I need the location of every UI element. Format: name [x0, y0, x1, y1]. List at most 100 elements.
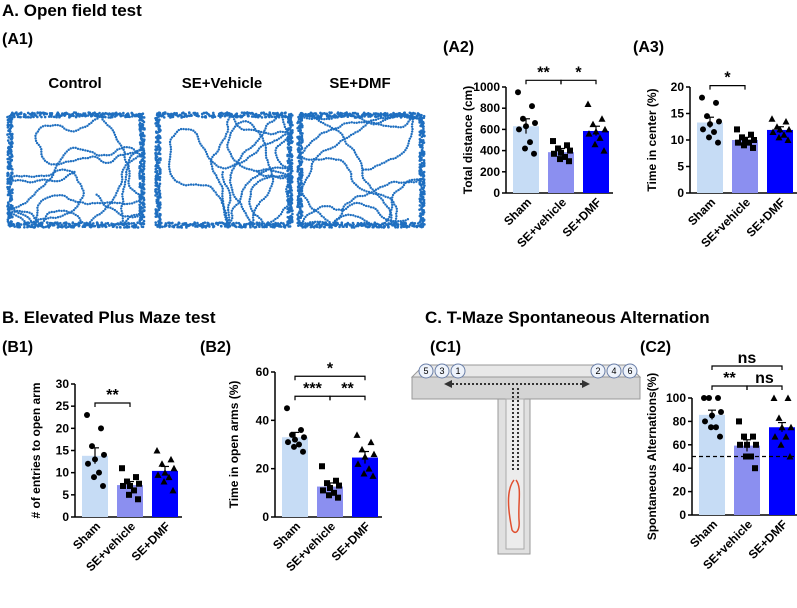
track-dot [15, 214, 18, 217]
track-dot [352, 226, 356, 229]
track-dot [421, 182, 424, 186]
track-dot [421, 204, 424, 207]
data-point [718, 409, 724, 416]
track-dot [128, 184, 131, 188]
data-point [285, 439, 291, 446]
track-dot [155, 162, 159, 165]
track-dot [98, 115, 101, 119]
track-dot [10, 125, 14, 128]
track-dot [287, 210, 291, 214]
track-dot [366, 193, 369, 196]
track-dot [320, 158, 323, 161]
track-dot [128, 172, 131, 175]
track-dot [300, 190, 303, 193]
track-dot [77, 128, 80, 131]
data-point [531, 150, 537, 157]
track-dot [290, 141, 293, 145]
track-dot [349, 145, 352, 148]
track-dot [167, 163, 171, 166]
track-dot [11, 141, 14, 145]
track-dot [81, 196, 84, 200]
track-dot [46, 124, 50, 128]
track-dot [396, 155, 399, 158]
track-dot [132, 152, 135, 156]
track-dot [122, 187, 125, 191]
track-dot [24, 214, 27, 217]
track-dot [90, 218, 93, 222]
track-dot [349, 170, 352, 173]
data-point [522, 145, 528, 152]
track-dot [290, 192, 293, 195]
track-dot [207, 184, 210, 188]
track-dot [237, 158, 241, 162]
track-dot [228, 216, 231, 219]
track-dot [328, 220, 331, 224]
track-dot [32, 115, 35, 119]
track-dot [72, 225, 75, 229]
track-dot [300, 119, 304, 122]
track-dot [230, 212, 233, 215]
track-dot [184, 128, 188, 131]
x-tick-label: Sham [687, 517, 720, 550]
track-dot [314, 112, 318, 115]
track-dot [59, 215, 62, 218]
track-dot [226, 166, 230, 169]
track-dot [47, 174, 51, 177]
data-point [717, 433, 723, 440]
track-dot [301, 151, 305, 154]
track-dot [423, 184, 426, 187]
track-dot [372, 123, 375, 126]
track-dot [158, 189, 161, 192]
track-dot [115, 191, 118, 195]
track-dot [380, 112, 383, 116]
data-point [742, 137, 748, 143]
track-dot [128, 174, 131, 178]
track-dot [142, 187, 146, 191]
track-dot [182, 183, 185, 187]
track-dot [422, 116, 426, 120]
arm-circle [434, 363, 450, 379]
track-dot [396, 113, 399, 117]
track-dot [231, 207, 235, 210]
track-dot [223, 211, 226, 214]
track-dot [251, 112, 255, 116]
track-dot [169, 148, 173, 151]
track-dot [156, 223, 160, 227]
track-dot [19, 212, 23, 215]
track-dot [125, 170, 128, 174]
track-dot [36, 209, 39, 212]
track-dot [118, 112, 122, 115]
track-dot [50, 173, 53, 176]
track-dot [422, 201, 426, 205]
track-dot [290, 131, 294, 134]
track-dot [41, 221, 44, 224]
track-dot [415, 180, 418, 183]
data-point [369, 472, 377, 479]
track-dot [246, 156, 250, 160]
track-dot [337, 208, 341, 211]
arm-circle [450, 363, 466, 379]
track-dot [256, 149, 260, 152]
track-dot [420, 190, 424, 194]
track-dot [213, 162, 216, 165]
track-dot [116, 148, 119, 151]
track-dot [93, 155, 97, 158]
section-title: A. Open field test [2, 1, 142, 20]
track-dot [289, 113, 292, 117]
track-dot [248, 202, 251, 206]
track-dot [36, 214, 39, 217]
track-dot [100, 211, 103, 214]
track-dot [178, 113, 182, 117]
track-dot [34, 191, 37, 194]
track-dot [52, 223, 56, 227]
track-dot [258, 133, 262, 136]
track-dot [107, 161, 110, 165]
track-dot [200, 144, 203, 147]
track-dot [290, 158, 294, 162]
y-tick-label: 1000 [473, 80, 500, 94]
track-dot [120, 209, 123, 213]
track-dot [130, 154, 133, 157]
track-dot [378, 195, 381, 198]
track-dot [382, 124, 385, 127]
track-dot [262, 170, 265, 174]
